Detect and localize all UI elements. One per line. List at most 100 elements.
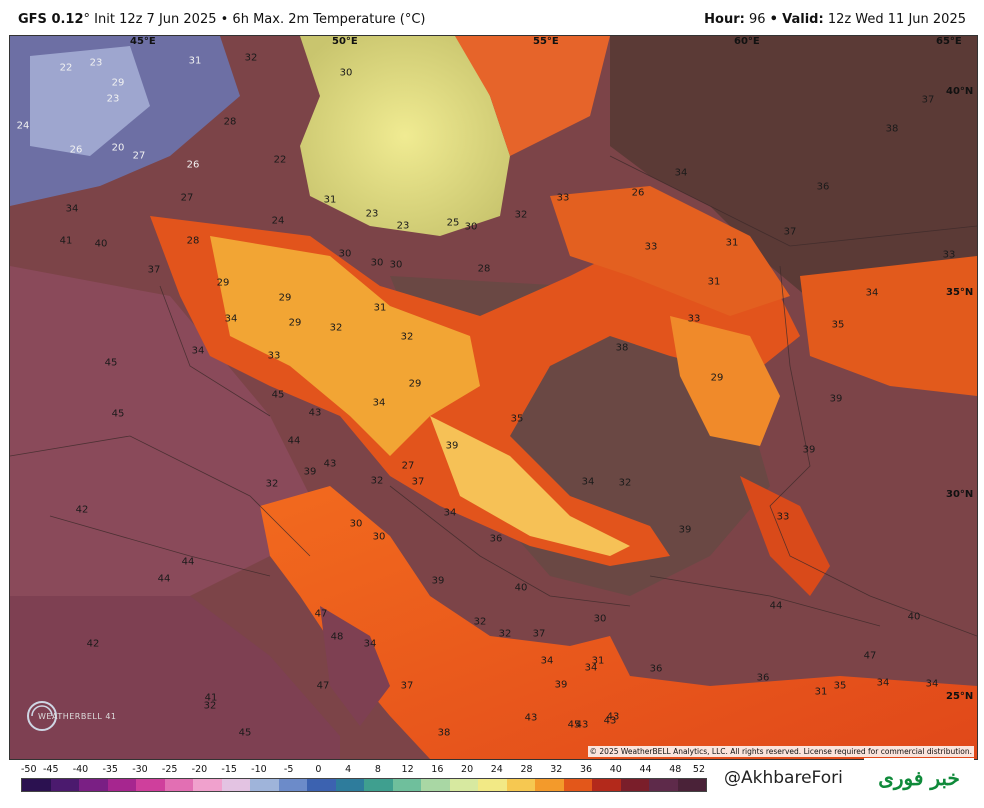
temperature-label: 34 <box>191 345 205 357</box>
temperature-label: 36 <box>649 663 663 675</box>
temperature-colorbar <box>21 778 707 792</box>
colorbar-segment <box>449 779 478 791</box>
temperature-label: 32 <box>514 209 528 221</box>
map-fill <box>10 36 977 759</box>
temperature-label: 43 <box>575 719 589 731</box>
temperature-label: 32 <box>618 477 632 489</box>
temperature-label: 37 <box>147 264 161 276</box>
temperature-label: 43 <box>606 711 620 723</box>
temperature-label: 32 <box>329 322 343 334</box>
temperature-label: 23 <box>89 57 103 69</box>
temperature-label: 45 <box>104 357 118 369</box>
temperature-label: 47 <box>316 680 330 692</box>
temperature-label: 45 <box>111 408 125 420</box>
news-logo: خبر فوری <box>864 758 974 798</box>
temperature-label: 39 <box>554 679 568 691</box>
colorbar-segment <box>392 779 421 791</box>
temperature-label: 31 <box>725 237 739 249</box>
separator: • <box>769 12 778 27</box>
lat-label-35: 35°N <box>946 287 974 298</box>
temperature-label: 34 <box>674 167 688 179</box>
temperature-label: 34 <box>443 507 457 519</box>
colorbar-tick-label: 0 <box>315 764 322 775</box>
temperature-label: 42 <box>86 638 100 650</box>
temperature-label: 29 <box>288 317 302 329</box>
colorbar-segment <box>478 779 507 791</box>
colorbar-tick-label: -15 <box>221 764 237 775</box>
temperature-label: 43 <box>603 715 617 727</box>
temperature-label: 34 <box>540 655 554 667</box>
temperature-label: 41 <box>59 235 73 247</box>
colorbar-segment <box>136 779 165 791</box>
temperature-label: 35 <box>833 680 847 692</box>
temperature-label: 37 <box>532 628 546 640</box>
lon-label-50: 50°E <box>332 36 358 47</box>
temperature-label: 30 <box>464 221 478 233</box>
temperature-label: 33 <box>687 313 701 325</box>
init-text: ° Init 12z 7 Jun 2025 • 6h Max. 2m Tempe… <box>83 12 426 27</box>
temperature-label: 29 <box>408 378 422 390</box>
colorbar-tick-label: -35 <box>102 764 118 775</box>
colorbar-segment <box>307 779 336 791</box>
valid-value: 12z Wed 11 Jun 2025 <box>827 12 966 27</box>
chart-title: GFS 0.12° Init 12z 7 Jun 2025 • 6h Max. … <box>18 12 425 27</box>
colorbar-segment <box>79 779 108 791</box>
model-name: GFS 0.12 <box>18 12 84 27</box>
lon-label-65: 65°E <box>936 36 962 47</box>
temperature-label: 25 <box>446 217 460 229</box>
temperature-label: 35 <box>831 319 845 331</box>
temperature-label: 39 <box>829 393 843 405</box>
colorbar-segment <box>506 779 535 791</box>
temperature-label: 42 <box>75 504 89 516</box>
temperature-label: 37 <box>921 94 935 106</box>
temperature-label: 31 <box>814 686 828 698</box>
colorbar-tick-label: 52 <box>692 764 705 775</box>
colorbar-tick-label: 4 <box>345 764 352 775</box>
temperature-label: 40 <box>514 582 528 594</box>
colorbar-tick-label: 44 <box>639 764 652 775</box>
temperature-label: 45 <box>238 727 252 739</box>
temperature-label: 37 <box>411 476 425 488</box>
temperature-label: 39 <box>431 575 445 587</box>
temperature-label: 30 <box>370 257 384 269</box>
colorbar-tick-label: -10 <box>251 764 267 775</box>
temperature-label: 33 <box>556 192 570 204</box>
temperature-label: 36 <box>756 672 770 684</box>
hour-label: Hour: <box>704 12 745 27</box>
temperature-label: 31 <box>591 655 605 667</box>
colorbar-segment <box>649 779 678 791</box>
temperature-label: 34 <box>224 313 238 325</box>
colorbar-segment <box>335 779 364 791</box>
temperature-label: 44 <box>157 573 171 585</box>
colorbar-segment <box>107 779 136 791</box>
temperature-label: 36 <box>816 181 830 193</box>
temperature-label: 28 <box>477 263 491 275</box>
temperature-label: 26 <box>69 144 83 156</box>
temperature-label: 38 <box>437 727 451 739</box>
temperature-label: 27 <box>180 192 194 204</box>
temperature-label: 36 <box>489 533 503 545</box>
temperature-label: 26 <box>631 187 645 199</box>
temperature-label: 32 <box>370 475 384 487</box>
temperature-label: 23 <box>396 220 410 232</box>
temperature-label: 23 <box>106 93 120 105</box>
temperature-label: 29 <box>710 372 724 384</box>
temperature-label: 47 <box>314 608 328 620</box>
temperature-label: 26 <box>186 159 200 171</box>
temperature-label: 33 <box>267 350 281 362</box>
temperature-label: 32 <box>473 616 487 628</box>
colorbar-ticks: -50 -45 -40 -35 -30 -25 -20 -15 -10 -5 0 4 8 12 16 20 24… <box>21 764 705 776</box>
temperature-label: 31 <box>373 302 387 314</box>
colorbar-segment <box>22 779 51 791</box>
colorbar-tick-label: 16 <box>431 764 444 775</box>
temperature-label: 31 <box>323 194 337 206</box>
colorbar-tick-label: -40 <box>72 764 89 775</box>
copyright-notice: © 2025 WeatherBELL Analytics, LLC. All r… <box>587 746 974 757</box>
colorbar-tick-label: -30 <box>132 764 148 775</box>
temperature-label: 34 <box>584 662 598 674</box>
temperature-label: 37 <box>783 226 797 238</box>
temperature-label: 44 <box>181 556 195 568</box>
colorbar-segment <box>592 779 621 791</box>
temperature-label: 40 <box>907 611 921 623</box>
temperature-label: 47 <box>863 650 877 662</box>
